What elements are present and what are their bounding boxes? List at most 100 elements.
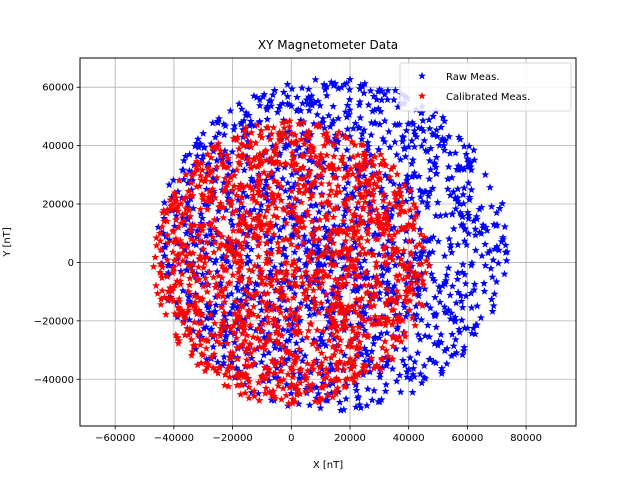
- data-point: [385, 143, 394, 151]
- data-point: [316, 266, 324, 275]
- data-point: [417, 269, 426, 278]
- data-point: [300, 232, 309, 240]
- data-point: [360, 326, 369, 334]
- data-point: [216, 331, 225, 340]
- data-point: [371, 315, 380, 324]
- data-point: [353, 174, 362, 183]
- data-point: [383, 95, 392, 104]
- data-point: [234, 220, 243, 229]
- data-point: [384, 236, 393, 245]
- data-point: [330, 260, 339, 268]
- data-point: [359, 150, 368, 159]
- data-point: [221, 370, 230, 379]
- data-point: [420, 136, 429, 145]
- data-point: [366, 314, 375, 322]
- data-point: [361, 179, 370, 187]
- data-point: [287, 207, 296, 215]
- data-point: [321, 381, 330, 389]
- data-point: [421, 187, 429, 195]
- data-point: [336, 274, 345, 282]
- data-point: [375, 372, 384, 381]
- data-point: [398, 356, 407, 364]
- data-point: [149, 262, 158, 271]
- data-point: [348, 256, 357, 265]
- data-point: [500, 269, 509, 278]
- data-point: [259, 350, 268, 359]
- data-point: [395, 332, 404, 341]
- data-point: [443, 174, 452, 183]
- data-point: [314, 306, 323, 315]
- data-point: [444, 162, 453, 171]
- data-point: [352, 284, 361, 293]
- data-point: [377, 355, 386, 364]
- data-point: [392, 150, 401, 159]
- data-point: [283, 99, 292, 108]
- data-point: [262, 336, 271, 345]
- data-point: [302, 293, 311, 302]
- data-point: [378, 134, 387, 143]
- data-point: [203, 303, 212, 312]
- data-point: [357, 294, 366, 302]
- data-point: [452, 165, 461, 173]
- data-point: [419, 126, 428, 135]
- data-point: [316, 403, 325, 412]
- data-point: [410, 129, 419, 138]
- data-point: [389, 162, 398, 171]
- data-point: [379, 313, 388, 321]
- data-point: [295, 255, 304, 264]
- data-point: [383, 212, 392, 220]
- data-point: [301, 375, 310, 384]
- data-point: [153, 289, 162, 297]
- data-point: [254, 215, 263, 224]
- data-point: [360, 281, 369, 289]
- data-point: [185, 261, 193, 269]
- data-point: [193, 165, 202, 173]
- data-point: [329, 139, 338, 148]
- data-point: [267, 168, 276, 176]
- data-point: [373, 319, 382, 327]
- data-point: [431, 293, 440, 301]
- data-point: [359, 203, 368, 211]
- data-point: [427, 234, 436, 242]
- data-point: [462, 150, 471, 158]
- data-point: [442, 271, 451, 279]
- data-point: [158, 263, 167, 271]
- data-point: [173, 333, 182, 341]
- data-point: [434, 337, 443, 346]
- data-point: [406, 250, 415, 258]
- data-point: [263, 289, 272, 297]
- data-point: [381, 220, 390, 229]
- data-point: [347, 373, 356, 382]
- y-tick-label: 60000: [42, 83, 74, 94]
- data-point: [346, 320, 355, 329]
- data-point: [196, 171, 205, 180]
- data-point: [344, 255, 353, 263]
- data-point: [412, 279, 421, 287]
- data-point: [319, 166, 328, 174]
- data-point: [176, 309, 185, 318]
- data-point: [182, 258, 191, 266]
- data-point: [194, 143, 203, 151]
- data-point: [269, 123, 278, 132]
- data-point: [272, 144, 281, 153]
- data-point: [317, 349, 326, 357]
- data-point: [196, 205, 205, 213]
- data-point: [211, 283, 220, 291]
- data-point: [287, 350, 296, 358]
- data-point: [450, 316, 459, 325]
- data-point: [264, 318, 273, 326]
- data-point: [295, 303, 304, 312]
- data-point: [479, 223, 487, 232]
- data-point: [174, 223, 183, 232]
- data-point: [313, 97, 322, 105]
- data-point: [448, 282, 457, 290]
- data-point: [255, 101, 264, 110]
- data-point: [449, 341, 458, 350]
- data-point: [268, 90, 277, 99]
- data-point: [220, 381, 229, 389]
- data-point: [434, 237, 443, 245]
- data-point: [254, 220, 263, 229]
- data-point: [340, 273, 349, 282]
- data-point: [397, 206, 406, 214]
- data-point: [315, 207, 323, 216]
